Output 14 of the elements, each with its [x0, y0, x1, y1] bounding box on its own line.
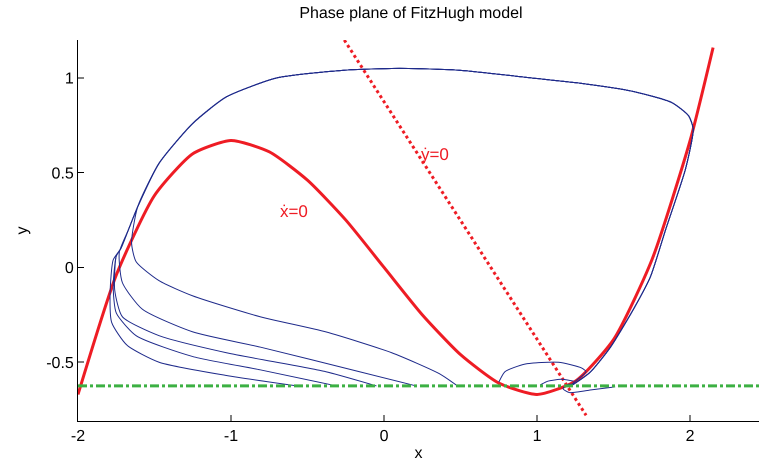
- x-tick-label: 1: [532, 428, 542, 446]
- y-tick-label: -0.5: [46, 354, 74, 372]
- chart-title: Phase plane of FitzHugh model: [299, 5, 523, 22]
- y-tick-label: 1: [64, 70, 74, 88]
- annotation: ẏ=0: [421, 145, 449, 164]
- annotation: ẋ=0: [280, 202, 308, 221]
- x-tick-label: -1: [224, 428, 238, 446]
- y-axis-title: y: [14, 226, 32, 234]
- x-tick-label: 0: [380, 428, 389, 446]
- y-tick-label: 0.5: [52, 165, 74, 182]
- x-tick-label: 2: [686, 428, 695, 446]
- x-axis-title: x: [414, 444, 422, 462]
- y-tick-label: 0: [64, 260, 74, 278]
- x-tick-label: -2: [70, 428, 86, 446]
